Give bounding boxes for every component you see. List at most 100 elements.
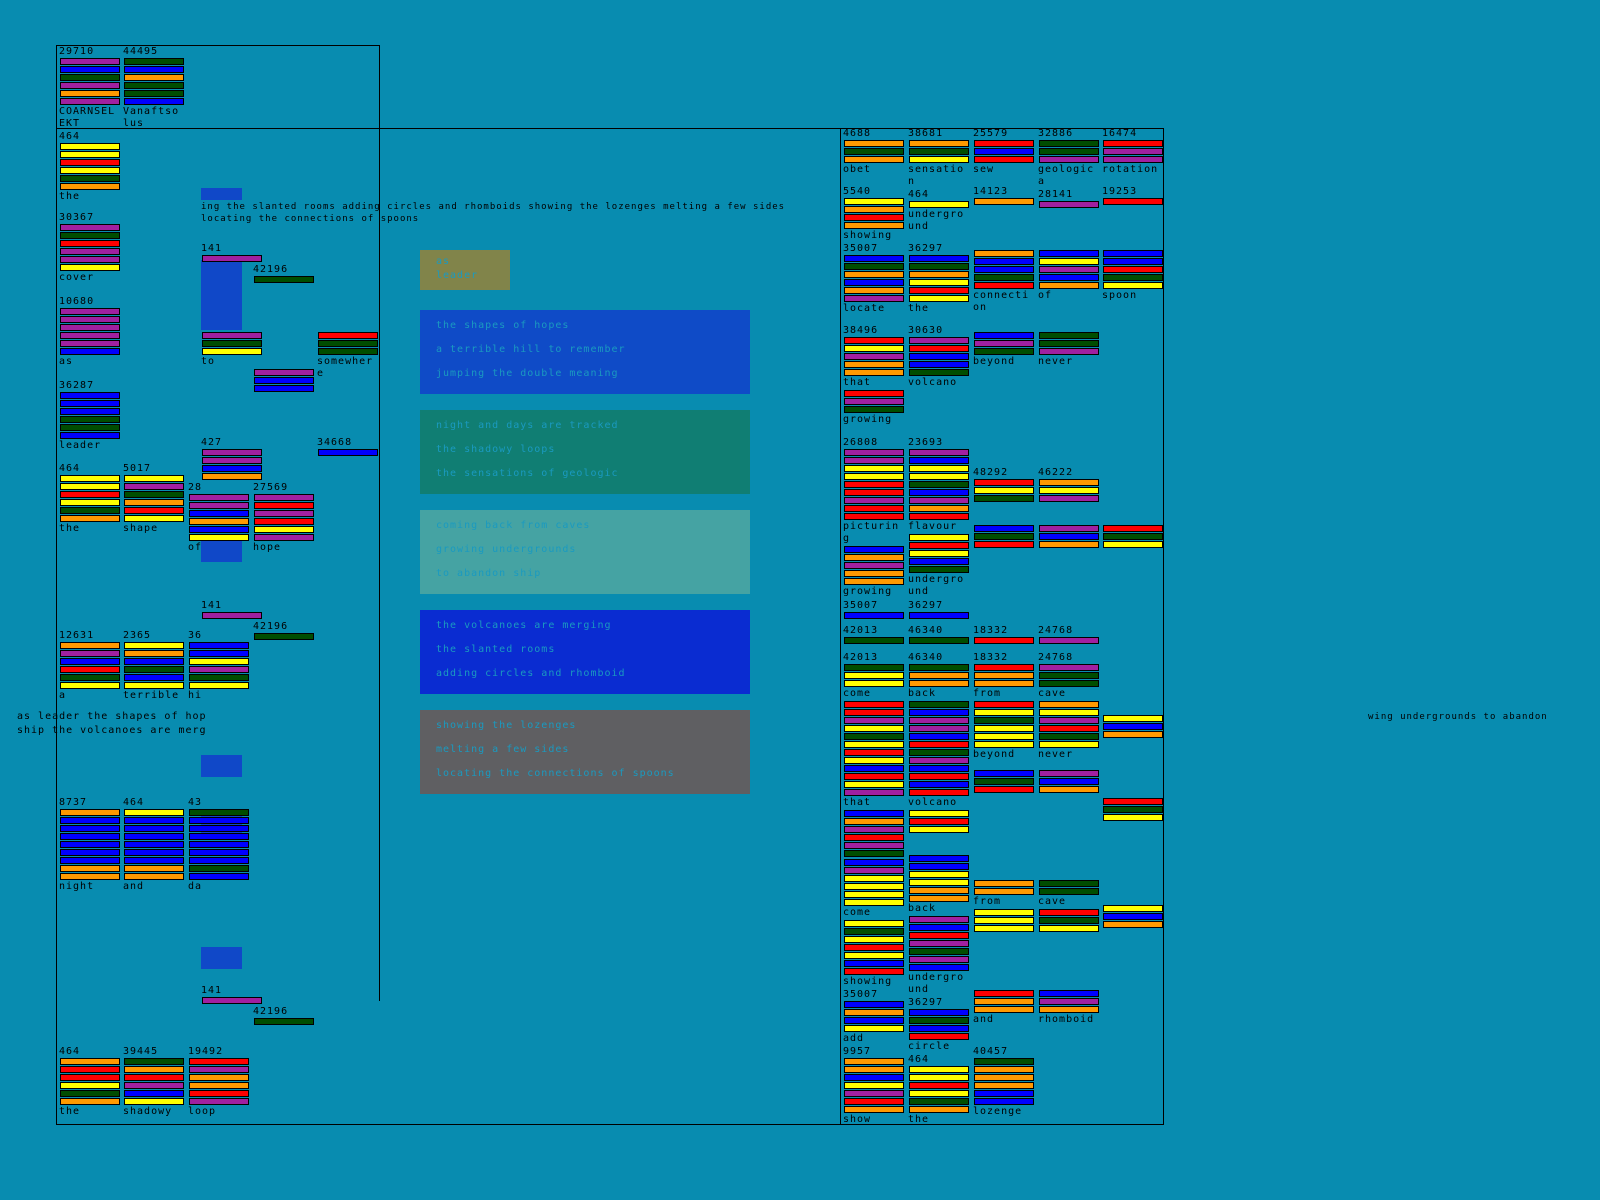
color-stripe xyxy=(844,554,904,561)
word-card[interactable]: back xyxy=(908,855,970,915)
word-card[interactable]: 48292 xyxy=(973,467,1035,503)
word-card[interactable] xyxy=(973,909,1035,933)
word-card[interactable]: 46340 back xyxy=(908,652,970,700)
word-card[interactable]: 39445 shadowy xyxy=(123,1046,185,1118)
word-card[interactable]: to xyxy=(201,332,263,368)
word-card[interactable]: 42013 come xyxy=(843,652,905,700)
word-card[interactable]: 36297 circle xyxy=(908,997,970,1053)
card-label: to xyxy=(201,356,216,367)
word-card[interactable]: 42013 xyxy=(843,625,905,645)
word-card[interactable]: come xyxy=(843,859,905,919)
word-card[interactable] xyxy=(843,810,905,858)
word-card[interactable] xyxy=(908,810,970,834)
word-card[interactable]: beyond xyxy=(973,701,1035,761)
word-card[interactable]: 42196 xyxy=(253,621,315,641)
word-card[interactable]: 42196 xyxy=(253,264,315,284)
word-card[interactable]: 36287 leader xyxy=(59,380,121,452)
word-card[interactable]: 9957 show xyxy=(843,1046,905,1126)
color-stripe xyxy=(1039,258,1099,265)
word-card[interactable]: somewhere xyxy=(317,332,379,380)
word-card[interactable]: beyond xyxy=(973,332,1035,368)
word-card[interactable]: 4688 obet xyxy=(843,128,905,176)
word-card[interactable]: 42196 xyxy=(253,1006,315,1026)
word-card[interactable]: 35007 add xyxy=(843,989,905,1045)
word-card[interactable]: 24768 cave xyxy=(1038,652,1100,700)
word-card[interactable] xyxy=(1102,715,1164,739)
word-card[interactable]: 10680 as xyxy=(59,296,121,368)
word-card[interactable]: 26808 picturing xyxy=(843,437,905,545)
word-card[interactable]: 43 da xyxy=(188,797,250,893)
word-card[interactable]: 141 xyxy=(201,985,263,1005)
word-card[interactable]: 30630 volcano xyxy=(908,325,970,389)
word-card[interactable]: of xyxy=(1038,250,1100,302)
word-card[interactable] xyxy=(1038,909,1100,933)
word-card[interactable] xyxy=(973,525,1035,549)
word-card[interactable]: and xyxy=(973,990,1035,1026)
word-card[interactable]: 46340 xyxy=(908,625,970,645)
word-card[interactable]: 46222 xyxy=(1038,467,1100,503)
word-card[interactable] xyxy=(1102,905,1164,929)
word-card[interactable]: 12631 a xyxy=(59,630,121,702)
word-card[interactable]: 25579 sew xyxy=(973,128,1035,176)
word-card[interactable]: 36 hi xyxy=(188,630,250,702)
word-card[interactable]: 23693 flavour xyxy=(908,437,970,533)
word-card[interactable]: 464 and xyxy=(123,797,185,893)
word-card[interactable]: underground xyxy=(908,534,970,598)
word-card[interactable]: 427 xyxy=(201,437,263,481)
word-card[interactable]: 36297 the xyxy=(908,243,970,315)
card-label: the xyxy=(908,1114,930,1125)
word-card[interactable]: 2365 terrible xyxy=(123,630,185,702)
word-card[interactable]: 5017 shape xyxy=(123,463,185,535)
word-card[interactable]: 5540 showing xyxy=(843,186,905,242)
word-card[interactable]: showing xyxy=(843,920,905,988)
word-card[interactable]: 38496 that xyxy=(843,325,905,389)
word-card[interactable] xyxy=(253,369,315,393)
word-card[interactable] xyxy=(1038,770,1100,794)
word-card[interactable] xyxy=(1102,798,1164,822)
word-card[interactable]: 19492 loop xyxy=(188,1046,250,1118)
word-card[interactable]: 30367 cover xyxy=(59,212,121,284)
word-card[interactable]: 40457 lozenge xyxy=(973,1046,1035,1118)
word-card[interactable]: 44495 Vanaftsolus xyxy=(123,46,185,130)
word-card[interactable]: 19253 xyxy=(1102,186,1164,206)
word-card[interactable]: 14123 xyxy=(973,186,1035,206)
word-card[interactable]: 18332 xyxy=(973,625,1035,645)
word-card[interactable]: 27569 hope xyxy=(253,482,315,554)
word-card[interactable]: 34668 xyxy=(317,437,379,457)
card-value: 42196 xyxy=(253,1006,289,1017)
word-card[interactable]: 38681 sensation xyxy=(908,128,970,188)
word-card[interactable]: 8737 night xyxy=(59,797,121,893)
word-card[interactable]: 464 the xyxy=(908,1054,970,1126)
word-card[interactable]: 35007 xyxy=(843,600,905,620)
word-card[interactable]: volcano xyxy=(908,701,970,809)
word-card[interactable]: that xyxy=(843,701,905,809)
word-card[interactable]: growing xyxy=(843,546,905,598)
word-card[interactable]: 28141 xyxy=(1038,189,1100,209)
word-card[interactable]: spoon xyxy=(1102,250,1164,302)
word-card[interactable]: 32886 geologica xyxy=(1038,128,1100,188)
word-card[interactable]: rhomboid xyxy=(1038,990,1100,1026)
word-card[interactable]: 24768 xyxy=(1038,625,1100,645)
word-card[interactable]: 35007 locate xyxy=(843,243,905,315)
word-card[interactable]: 28 of xyxy=(188,482,250,554)
word-card[interactable]: 141 xyxy=(201,243,263,263)
word-card[interactable]: connection xyxy=(973,250,1035,314)
word-card[interactable]: underground xyxy=(908,916,970,996)
word-card[interactable]: 18332 from xyxy=(973,652,1035,700)
word-card[interactable]: 29710 COARNSELEKT xyxy=(59,46,121,130)
word-card[interactable]: 16474 rotation xyxy=(1102,128,1164,176)
word-card[interactable]: 464 the xyxy=(59,1046,121,1118)
word-card[interactable]: cave xyxy=(1038,880,1100,908)
word-card[interactable]: never xyxy=(1038,332,1100,368)
word-card[interactable] xyxy=(973,770,1035,794)
word-card[interactable]: 464 the xyxy=(59,131,121,203)
word-card[interactable]: 464 underground xyxy=(908,189,970,233)
word-card[interactable]: 36297 xyxy=(908,600,970,620)
word-card[interactable] xyxy=(1102,525,1164,549)
word-card[interactable]: 141 xyxy=(201,600,263,620)
word-card[interactable]: never xyxy=(1038,701,1100,761)
word-card[interactable]: from xyxy=(973,880,1035,908)
word-card[interactable]: growing xyxy=(843,390,905,426)
word-card[interactable] xyxy=(1038,525,1100,549)
word-card[interactable]: 464 the xyxy=(59,463,121,535)
